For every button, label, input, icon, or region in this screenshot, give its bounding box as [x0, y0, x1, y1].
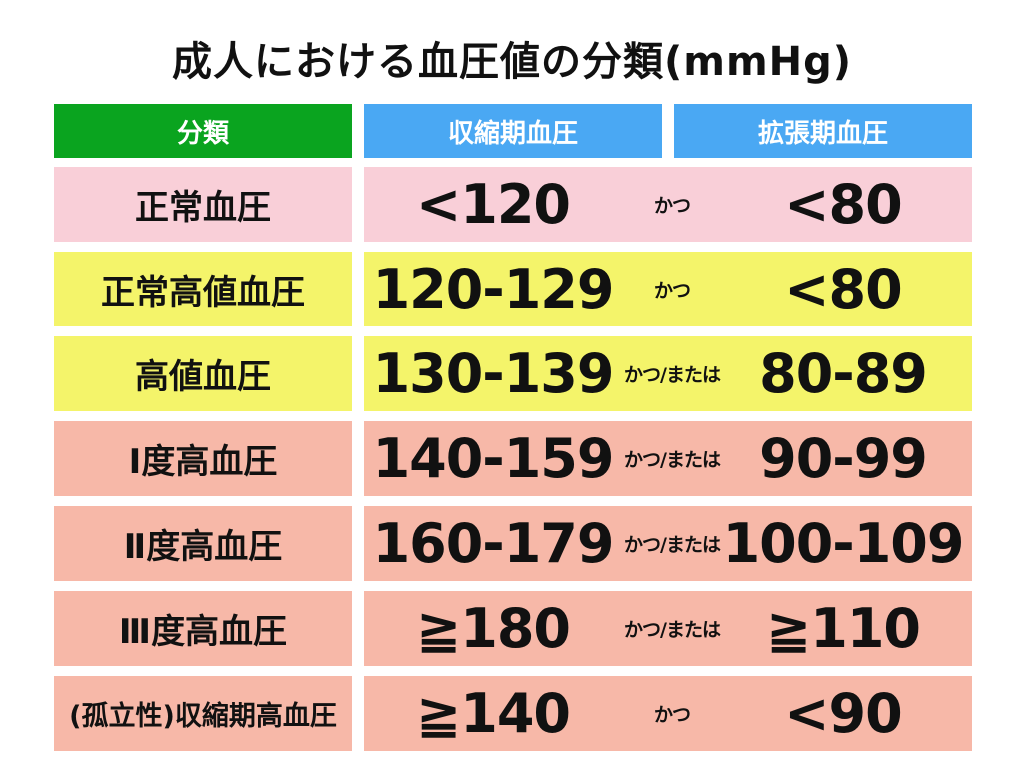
value-band [364, 591, 972, 666]
header-systolic: 収縮期血圧 [364, 104, 662, 158]
diastolic-value: ≧110 [766, 597, 921, 660]
systolic-value: 130-139 [372, 342, 615, 405]
conjunction-label: かつ/または [624, 619, 721, 641]
value-band [364, 336, 972, 411]
systolic-value: 120-129 [372, 257, 615, 321]
category-cell: 正常血圧 [54, 167, 352, 242]
value-band [364, 421, 972, 496]
systolic-value: ≧180 [416, 597, 571, 660]
diastolic-value: <80 [784, 257, 902, 321]
category-cell: 高値血圧 [54, 336, 352, 411]
header-category: 分類 [54, 104, 352, 158]
header-diastolic: 拡張期血圧 [674, 104, 972, 158]
conjunction-label: かつ [653, 195, 691, 217]
value-band [364, 506, 972, 581]
diastolic-value: <80 [784, 173, 902, 236]
systolic-value: 160-179 [372, 512, 615, 575]
systolic-value: <120 [416, 173, 571, 236]
conjunction-label: かつ/または [624, 449, 721, 471]
category-cell: Ⅲ度高血圧 [54, 591, 352, 666]
value-band [364, 167, 972, 242]
category-cell: 正常高値血圧 [54, 252, 352, 326]
page-title: 成人における血圧値の分類(mmHg) [171, 39, 853, 85]
systolic-value: 140-159 [372, 427, 615, 490]
value-band [364, 676, 972, 751]
diastolic-value: 80-89 [759, 342, 928, 405]
category-cell: (孤立性)収縮期高血圧 [54, 676, 352, 751]
diastolic-value: <90 [784, 682, 902, 745]
conjunction-label: かつ [653, 279, 691, 302]
conjunction-label: かつ [653, 704, 691, 726]
diastolic-value: 100-109 [722, 512, 965, 575]
value-band [364, 252, 972, 326]
category-cell: Ⅰ度高血圧 [54, 421, 352, 496]
conjunction-label: かつ/または [624, 364, 721, 386]
category-cell: Ⅱ度高血圧 [54, 506, 352, 581]
conjunction-label: かつ/または [624, 534, 721, 556]
diastolic-value: 90-99 [759, 427, 928, 490]
systolic-value: ≧140 [416, 682, 571, 745]
